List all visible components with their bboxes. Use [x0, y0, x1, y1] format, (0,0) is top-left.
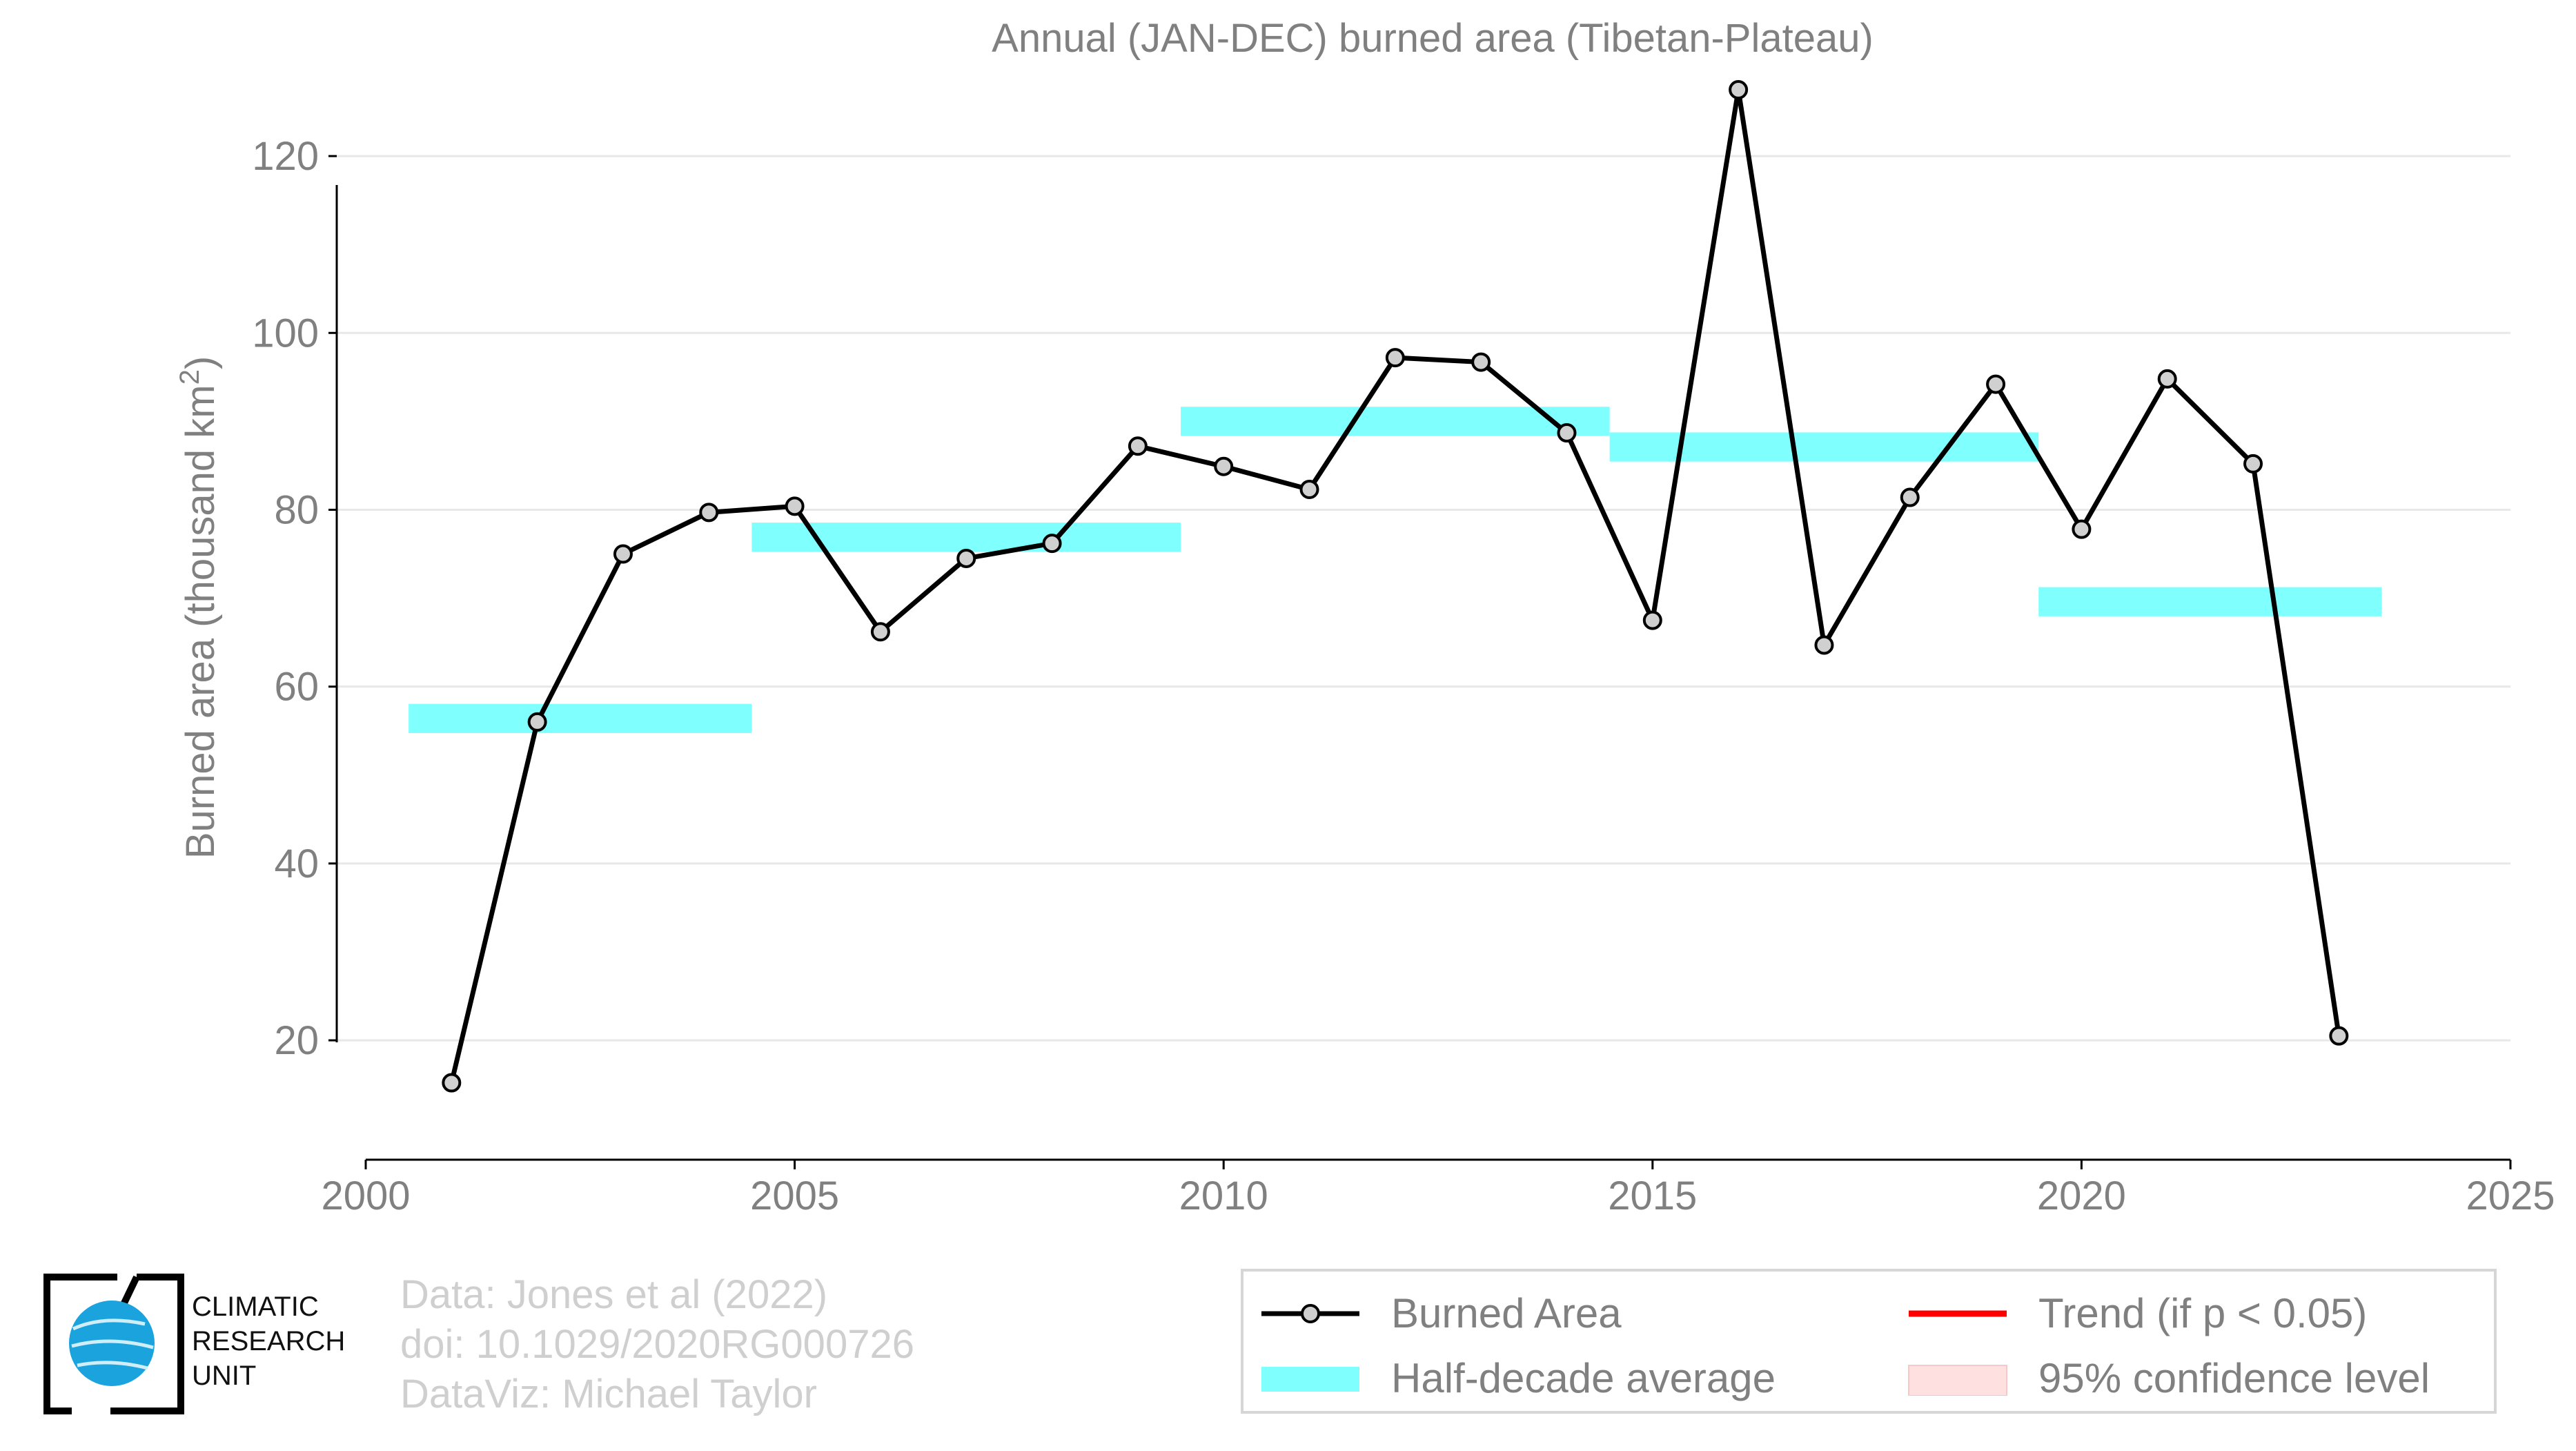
data-credits: Data: Jones et al (2022) doi: 10.1029/20…	[400, 1270, 914, 1419]
globe-line	[71, 1339, 154, 1350]
series-line	[449, 87, 2341, 1084]
logo-bracket-left	[43, 1274, 117, 1414]
data-point	[785, 496, 805, 516]
cru-logo	[43, 1274, 184, 1414]
data-point	[2157, 369, 2177, 389]
credit-dataviz: DataViz: Michael Taylor	[400, 1372, 817, 1416]
data-point	[1128, 436, 1148, 456]
y-axis-label-sup: 2	[175, 369, 205, 384]
y-tick-label: 20	[274, 1018, 319, 1063]
legend-item-half-decade: Half-decade average	[1259, 1354, 1776, 1402]
data-point	[699, 503, 719, 523]
half-decade-bar	[1181, 407, 1610, 436]
data-point	[2243, 454, 2263, 474]
y-tick-label: 60	[274, 665, 319, 710]
x-tick-label: 2020	[2037, 1174, 2126, 1218]
legend-swatch-line	[1909, 1310, 2007, 1316]
y-tick-label: 100	[252, 311, 319, 356]
half-decade-bar	[2038, 587, 2382, 616]
data-point	[1986, 374, 2006, 394]
globe-line	[77, 1361, 148, 1370]
logo-line: UNIT	[192, 1361, 257, 1391]
y-tick-label: 120	[252, 134, 319, 179]
data-point	[1557, 423, 1577, 443]
legend-item-confidence: 95% confidence level	[1906, 1354, 2430, 1402]
gridlines	[337, 155, 2510, 1042]
legend-label: Trend (if p < 0.05)	[2038, 1290, 2368, 1336]
data-point	[1299, 480, 1319, 500]
chart-title: Annual (JAN-DEC) burned area (Tibetan-Pl…	[992, 16, 1874, 61]
data-point	[527, 712, 547, 732]
data-point	[870, 622, 890, 642]
legend-item-trend: Trend (if p < 0.05)	[1906, 1289, 2367, 1337]
legend-label: 95% confidence level	[2038, 1355, 2430, 1401]
legend-swatch-band	[1261, 1366, 1359, 1392]
data-point	[442, 1073, 462, 1093]
credit-doi: doi: 10.1029/2020RG000726	[400, 1322, 914, 1367]
y-axis-label: Burned area (thousand km2)	[175, 356, 223, 859]
logo-line: RESEARCH	[192, 1326, 346, 1356]
data-point	[1042, 534, 1062, 554]
legend-swatch-line-marker	[1261, 1303, 1359, 1323]
half-decade-bar	[409, 703, 752, 733]
x-tick-label: 2000	[321, 1174, 410, 1218]
legend-item-burned-area: Burned Area	[1259, 1289, 1622, 1337]
burned-area-series	[442, 80, 2349, 1093]
data-point	[1385, 348, 1405, 368]
x-tick-label: 2010	[1179, 1174, 1268, 1218]
y-axis-label-main: Burned area (thousand km	[178, 384, 223, 859]
x-tick-label: 2005	[750, 1174, 839, 1218]
logo-text: CLIMATIC RESEARCH UNIT	[192, 1289, 345, 1393]
data-point	[2329, 1026, 2349, 1046]
y-axis-label-end: )	[178, 356, 223, 369]
half-decade-bands	[409, 407, 2382, 733]
globe-line	[72, 1318, 146, 1331]
data-point	[1471, 352, 1491, 372]
data-point	[613, 544, 633, 564]
legend-swatch-band	[1908, 1364, 2007, 1396]
half-decade-bar	[1609, 432, 2039, 462]
data-point	[956, 548, 976, 568]
data-point	[1729, 80, 1749, 100]
data-point	[1814, 635, 1834, 655]
y-tick-label: 80	[274, 487, 319, 532]
logo-bracket-right	[110, 1274, 184, 1414]
logo-line: CLIMATIC	[192, 1292, 319, 1322]
x-tick-label: 2025	[2466, 1174, 2555, 1218]
data-point	[2072, 519, 2092, 539]
legend: Burned Area Trend (if p < 0.05) Half-dec…	[1241, 1269, 2497, 1414]
legend-label: Half-decade average	[1391, 1355, 1776, 1401]
data-point	[1214, 456, 1234, 476]
y-tick-label: 40	[274, 841, 319, 886]
y-tick-labels: 20 40 60 80 100 120	[252, 134, 337, 1063]
credit-data-source: Data: Jones et al (2022)	[400, 1272, 828, 1317]
axes	[335, 185, 2510, 1161]
data-point	[1642, 610, 1662, 630]
x-tick-label: 2015	[1608, 1174, 1697, 1218]
x-tick-labels: 2000 2005 2010 2015 2020 2025	[321, 1160, 2555, 1218]
legend-label: Burned Area	[1391, 1290, 1622, 1336]
data-point	[1900, 487, 1920, 507]
